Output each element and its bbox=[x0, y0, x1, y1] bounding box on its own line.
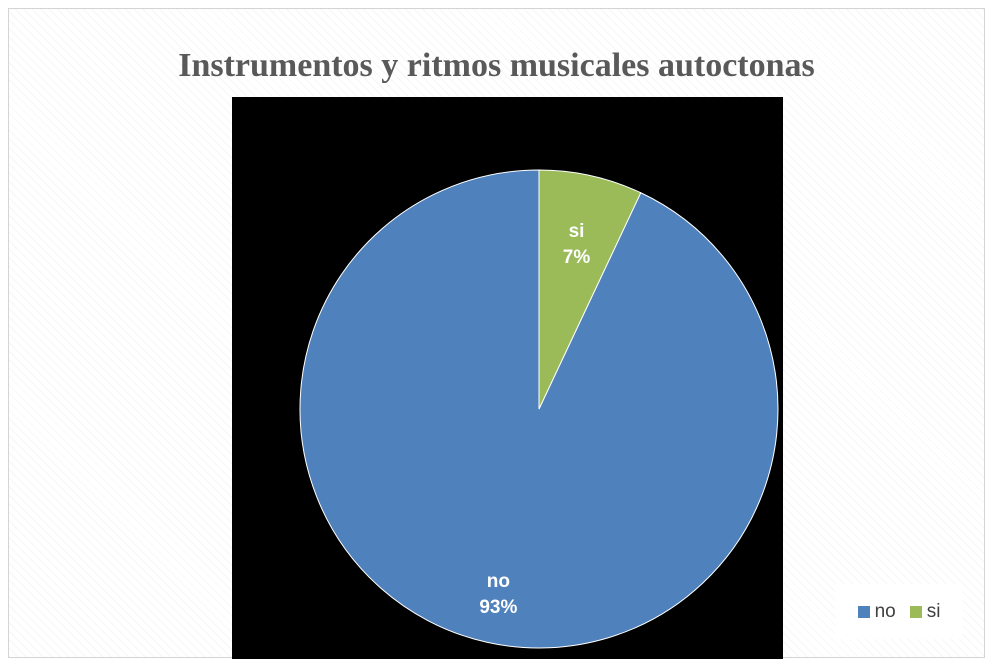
legend-label-si: si bbox=[926, 600, 941, 622]
legend-swatch-si bbox=[909, 605, 922, 618]
legend-item-si[interactable]: si bbox=[909, 600, 941, 623]
legend-label-no: no bbox=[874, 600, 896, 622]
plot-area: no 93% si 7% bbox=[232, 97, 783, 659]
data-label-no-percent: 93% bbox=[479, 597, 517, 618]
data-label-no-category: no bbox=[487, 571, 510, 592]
legend-swatch-no bbox=[857, 605, 870, 618]
data-label-si-category: si bbox=[569, 221, 585, 242]
legend-item-no[interactable]: no bbox=[857, 600, 896, 623]
pie-slice-si[interactable] bbox=[538, 169, 642, 410]
data-label-si-percent: 7% bbox=[563, 247, 591, 268]
chart-frame: Instrumentos y ritmos musicales autocton… bbox=[8, 8, 985, 659]
chart-title: Instrumentos y ritmos musicales autocton… bbox=[178, 47, 815, 84]
chart-legend: no si bbox=[835, 584, 963, 639]
pie-chart: no 93% si 7% bbox=[299, 169, 779, 649]
